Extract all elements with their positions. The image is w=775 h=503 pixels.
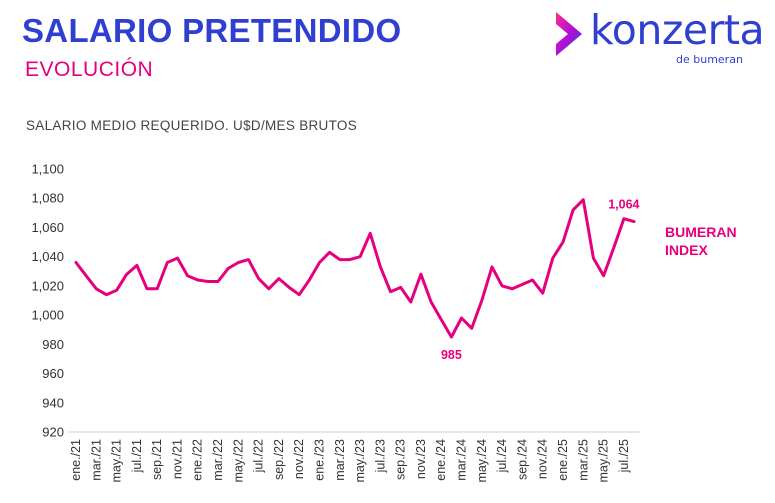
x-tick-label: sep./24 — [515, 439, 529, 480]
x-tick-label: nov./21 — [170, 439, 184, 479]
x-tick-label: jul./22 — [252, 439, 266, 473]
y-tick-label: 960 — [42, 366, 64, 381]
chevron-logo-icon — [556, 12, 582, 56]
x-tick-label: mar./21 — [89, 439, 103, 481]
y-tick-label: 1,080 — [31, 191, 64, 206]
y-tick-label: 1,020 — [31, 278, 64, 293]
x-tick-label: nov./22 — [292, 439, 306, 479]
x-tick-label: nov./24 — [536, 439, 550, 479]
y-tick-label: 980 — [42, 337, 64, 352]
data-label: 1,064 — [608, 198, 639, 212]
konzerta-logo: konzerta de bumeran — [552, 6, 767, 68]
series-label-text: BUMERAN INDEX — [665, 224, 737, 258]
x-tick-label: may./22 — [231, 439, 245, 483]
x-tick-label: jul./24 — [495, 439, 509, 473]
x-tick-label: ene./22 — [191, 439, 205, 481]
x-tick-label: sep./23 — [394, 439, 408, 480]
logo-subtext: de bumeran — [676, 53, 743, 66]
x-tick-label: sep./22 — [272, 439, 286, 480]
x-tick-label: ene./24 — [434, 439, 448, 481]
x-tick-label: ene./21 — [69, 439, 83, 481]
x-tick-label: may./23 — [353, 439, 367, 483]
x-tick-label: jul./21 — [130, 439, 144, 473]
x-tick-label: nov./23 — [414, 439, 428, 479]
x-tick-label: mar./22 — [211, 439, 225, 481]
y-tick-label: 1,060 — [31, 220, 64, 235]
x-tick-label: mar./25 — [576, 439, 590, 481]
x-tick-label: sep./21 — [150, 439, 164, 480]
series-label-word: BUMERAN — [665, 224, 737, 240]
y-tick-label: 940 — [42, 395, 64, 410]
y-tick-label: 1,000 — [31, 308, 64, 323]
x-tick-label: ene./23 — [312, 439, 326, 481]
series-line — [74, 198, 636, 339]
x-tick-label: jul./25 — [617, 439, 631, 473]
page-subtitle: EVOLUCIÓN — [25, 58, 154, 81]
x-tick-label: mar./24 — [455, 439, 469, 481]
x-tick-label: may./24 — [475, 439, 489, 483]
page-title: SALARIO PRETENDIDO — [22, 12, 402, 49]
data-label: 985 — [441, 348, 462, 362]
series-label: BUMERAN INDEX — [665, 223, 737, 259]
logo-wordmark: konzerta — [590, 6, 765, 54]
y-tick-label: 1,100 — [31, 162, 64, 177]
x-tick-label: may./21 — [110, 439, 124, 483]
y-tick-label: 920 — [42, 425, 64, 440]
x-tick-label: may./25 — [597, 439, 611, 483]
chart-title: SALARIO MEDIO REQUERIDO. U$D/MES BRUTOS — [26, 118, 358, 133]
x-tick-label: jul./23 — [373, 439, 387, 473]
series-label-word: INDEX — [665, 242, 708, 258]
x-tick-label: ene./25 — [556, 439, 570, 481]
y-tick-label: 1,040 — [31, 249, 64, 264]
x-tick-label: mar./23 — [333, 439, 347, 481]
